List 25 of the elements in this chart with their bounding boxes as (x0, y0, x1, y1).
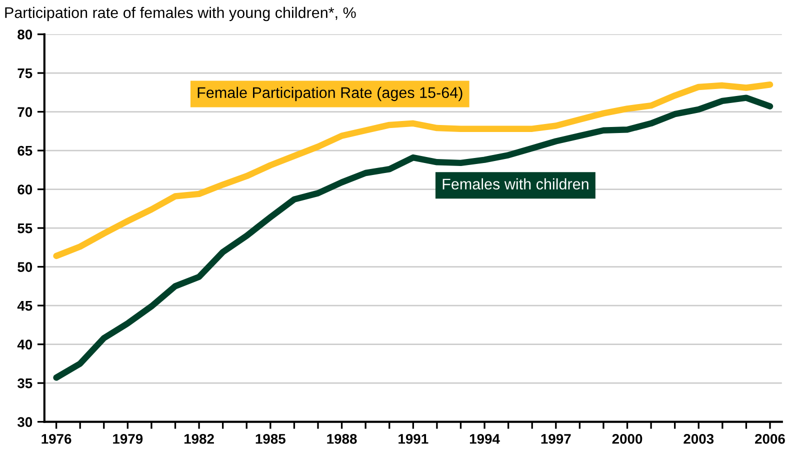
x-tick-label: 1982 (184, 434, 214, 444)
x-tick-label: 2000 (612, 434, 642, 444)
x-tick-label: 2003 (684, 434, 714, 444)
y-tick-label: 50 (18, 262, 32, 272)
y-tick-label: 80 (18, 30, 32, 40)
x-tick-label: 1988 (327, 434, 357, 444)
x-tick-label: 1997 (541, 434, 571, 444)
x-tick-label: 1991 (398, 434, 428, 444)
x-tick-label: 1976 (42, 434, 72, 444)
y-tick-label: 65 (18, 146, 32, 156)
y-tick-label: 40 (17, 340, 32, 350)
x-tick-label: 1979 (113, 434, 143, 444)
y-tick-label: 35 (17, 378, 32, 388)
series-label: Female Participation Rate (ages 15-64) (198, 86, 462, 102)
y-tick-label: 60 (18, 184, 32, 194)
x-tick-label: 1985 (256, 434, 286, 444)
chart-title: Participation rate of females with young children*, % (5, 6, 356, 22)
y-tick-label: 45 (17, 301, 32, 311)
x-tick-label: 1994 (470, 434, 500, 444)
y-tick-label: 75 (18, 68, 32, 78)
y-tick-label: 30 (17, 417, 32, 427)
series-label: Females with children (442, 178, 588, 190)
y-tick-label: 70 (18, 107, 32, 117)
y-tick-label: 55 (18, 224, 32, 234)
x-tick-label: 2006 (755, 434, 785, 444)
